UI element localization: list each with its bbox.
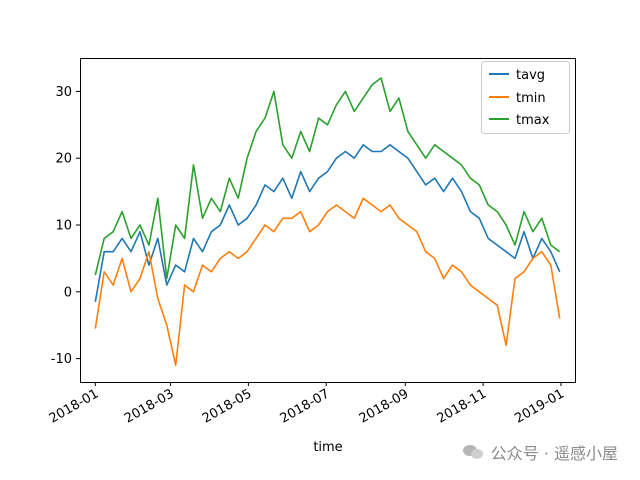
x-tick-label: 2018-07	[278, 386, 333, 426]
series-line-tmin	[94, 197, 561, 367]
legend-label-tmax: tmax	[516, 113, 550, 128]
y-tick-label: 0	[64, 285, 72, 300]
legend-label-tavg: tavg	[516, 68, 545, 83]
legend-label-tmin: tmin	[516, 91, 546, 106]
wechat-icon	[462, 443, 485, 461]
y-tick-label: 10	[55, 219, 72, 234]
x-tick-label: 2018-11	[435, 386, 490, 426]
y-tick-label: -10	[51, 352, 72, 367]
watermark-text: 公众号 · 遥感小屋	[490, 444, 618, 463]
watermark: 公众号 · 遥感小屋	[462, 440, 618, 464]
y-tick-label: 20	[55, 152, 72, 167]
series-line-tavg	[94, 144, 561, 302]
legend: tavg tmin tmax	[481, 61, 570, 134]
x-tick-label: 2018-03	[122, 386, 177, 426]
x-tick-label: 2018-09	[357, 386, 412, 426]
series-line-tmax	[94, 77, 561, 280]
x-tick-label: 2019-01	[512, 386, 567, 426]
series-layer	[94, 77, 561, 367]
y-tick-label: 30	[55, 85, 72, 100]
x-axis: 2018-01 2018-03 2018-05 2018-07 2018-09 2018-…	[47, 382, 567, 427]
legend-box	[481, 61, 570, 134]
x-tick-label: 2018-01	[47, 386, 102, 426]
plot-frame	[80, 58, 576, 383]
y-axis: -10 0 10 20 30	[51, 85, 80, 367]
x-axis-title: time	[313, 440, 342, 455]
x-tick-label: 2018-05	[200, 386, 255, 426]
